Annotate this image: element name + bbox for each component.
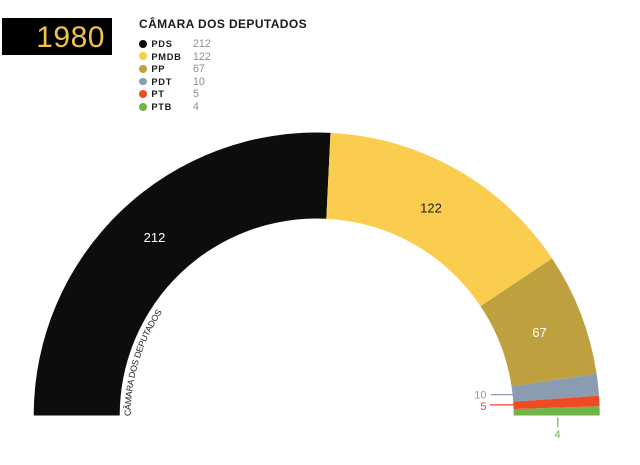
svg-text:5: 5 [480,401,486,413]
svg-text:10: 10 [474,390,486,402]
svg-text:212: 212 [144,230,166,245]
svg-text:122: 122 [420,200,442,215]
svg-text:4: 4 [554,429,560,441]
svg-text:67: 67 [532,325,546,340]
